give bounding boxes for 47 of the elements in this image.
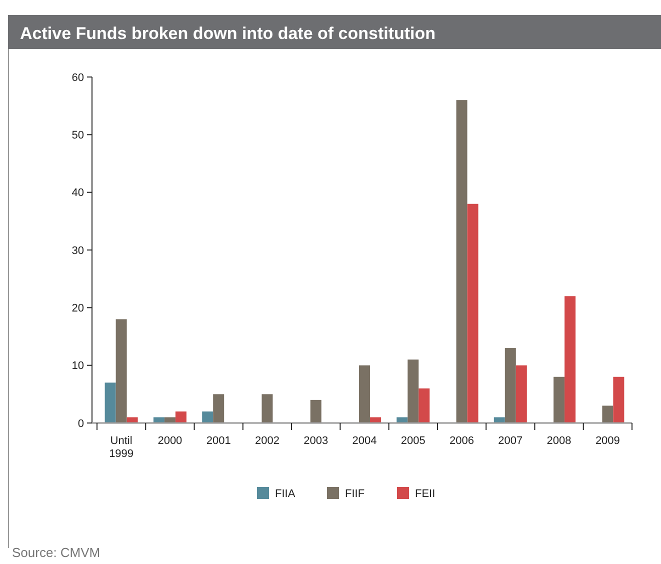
bar [175, 411, 186, 423]
y-tick-label: 40 [72, 187, 84, 200]
bar [164, 417, 176, 423]
x-tick-label: 2008 [546, 435, 572, 447]
x-tick-label: 2000 [158, 435, 182, 447]
bar [408, 360, 419, 423]
bar [494, 417, 505, 423]
source-note: Source: CMVM [12, 545, 100, 560]
bar [116, 319, 127, 423]
x-tick-label: Until 1999 [109, 435, 134, 460]
bar [613, 376, 624, 423]
chart-title: Active Funds broken down into date of constitution [20, 24, 436, 43]
bar [213, 394, 224, 423]
x-tick-label: 2001 [206, 435, 231, 447]
bar [564, 296, 576, 423]
bar [396, 417, 408, 423]
x-tick-label: 2003 [304, 435, 328, 447]
bar [467, 204, 478, 423]
bar [310, 400, 322, 423]
bar [554, 376, 565, 423]
bar [202, 411, 214, 423]
y-tick-label: 20 [72, 302, 84, 315]
legend-label: FIIA [275, 488, 296, 500]
x-tick-label: 2006 [450, 435, 474, 447]
x-tick-label: 2005 [400, 435, 426, 447]
bar [359, 365, 370, 423]
x-tick-label: 2007 [498, 435, 523, 447]
bar [104, 382, 116, 423]
x-tick-label: 2009 [595, 435, 620, 447]
y-tick-label: 60 [72, 72, 84, 84]
bar [126, 417, 138, 423]
bar [602, 406, 614, 423]
y-tick-label: 50 [72, 130, 84, 142]
bar [516, 365, 527, 423]
bar [153, 417, 164, 423]
legend-label: FEII [415, 488, 436, 500]
bar [504, 348, 516, 423]
y-tick-label: 30 [72, 244, 84, 257]
x-tick-label: 2002 [254, 435, 280, 447]
x-tick-label: 2004 [352, 435, 377, 447]
y-tick-label: 10 [72, 360, 84, 372]
y-tick-label: 0 [78, 418, 84, 430]
bar [370, 417, 381, 423]
bar [262, 394, 273, 423]
legend-label: FIIF [345, 488, 365, 500]
bar [418, 388, 430, 423]
bar [456, 100, 468, 423]
